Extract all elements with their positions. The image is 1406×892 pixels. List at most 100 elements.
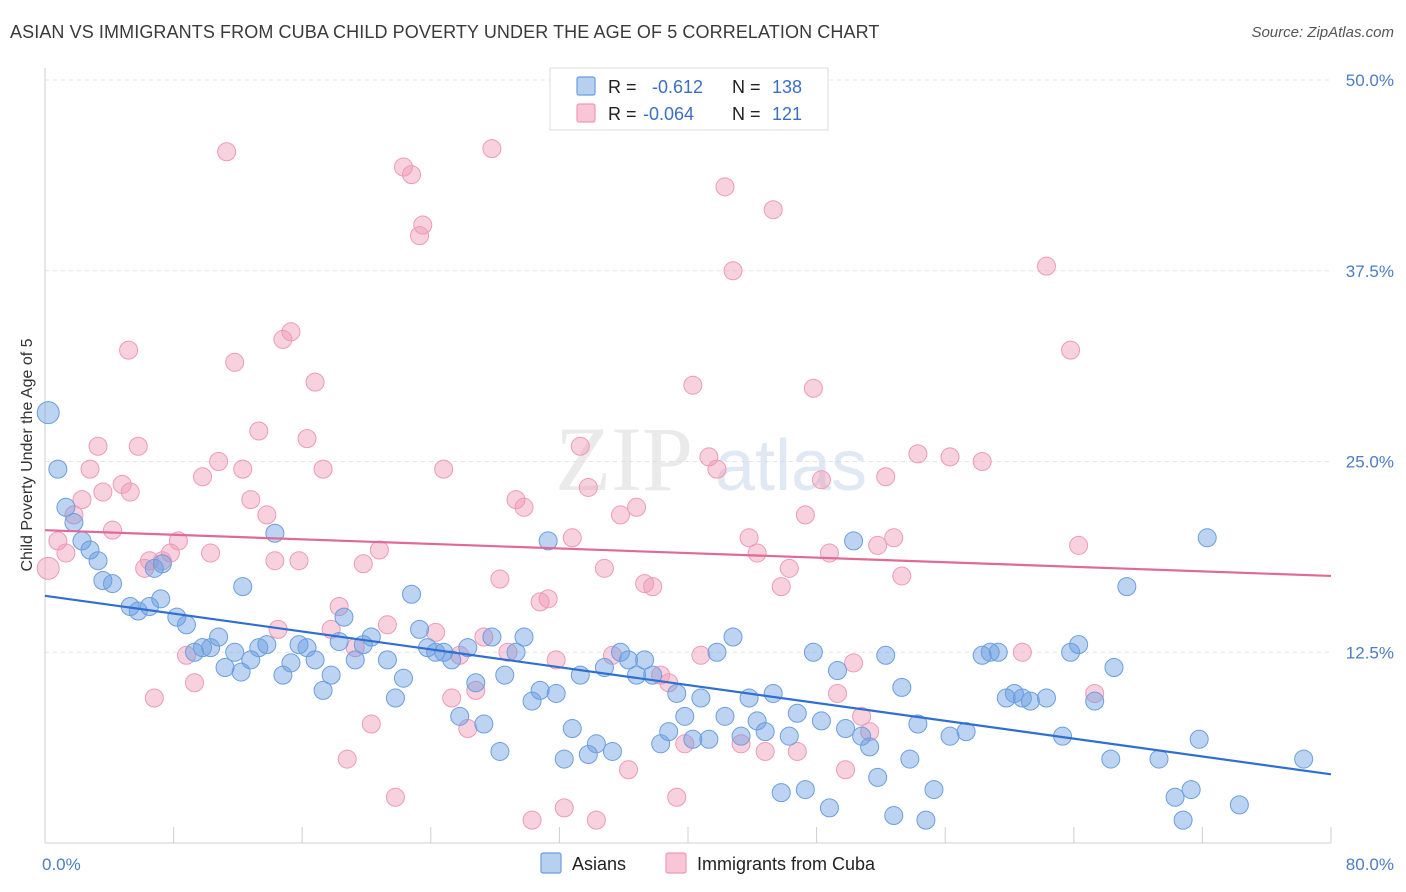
cuba-point-84: [691, 645, 711, 665]
asians-point-70: [610, 642, 630, 662]
legend-n-value-1: 138: [772, 77, 802, 97]
cuba-point-104: [852, 706, 872, 726]
cuba-point-43: [361, 714, 381, 734]
cuba-point-10: [119, 340, 139, 360]
legend-n-value-2: 121: [772, 104, 802, 124]
cuba-point-67: [554, 798, 574, 818]
asians-point-128: [1165, 787, 1185, 807]
asians-point-52: [466, 673, 486, 693]
cuba-point-74: [610, 505, 630, 525]
asians-point-24: [233, 577, 253, 597]
cuba-point-46: [385, 787, 405, 807]
asians-point-99: [844, 531, 864, 551]
cuba-point-15: [144, 688, 164, 708]
cuba-point-22: [201, 543, 221, 563]
cuba-point-9: [112, 474, 132, 494]
series-legend-swatch-asians: [540, 852, 562, 874]
asians-point-69: [602, 741, 622, 761]
asians-point-119: [1036, 688, 1056, 708]
legend-n-label-1: N =: [732, 77, 761, 97]
cuba-point-58: [482, 139, 502, 159]
cuba-point-49: [410, 226, 430, 246]
cuba-point-24: [217, 142, 237, 162]
cuba-point-78: [643, 577, 663, 597]
asians-point-62: [546, 683, 566, 703]
cuba-point-97: [795, 505, 815, 525]
asians-point-59: [522, 691, 542, 711]
y-tick-label-3: 50.0%: [1346, 71, 1394, 90]
asians-point-96: [819, 798, 839, 818]
cuba-point-81: [667, 787, 687, 807]
asians-point-19: [201, 638, 221, 658]
asians-point-67: [586, 734, 606, 754]
asians-point-108: [916, 810, 936, 830]
cuba-point-42: [353, 554, 373, 574]
cuba-point-75: [619, 760, 639, 780]
asians-point-98: [836, 719, 856, 739]
cuba-point-99: [811, 470, 831, 490]
x-tick-label-max: 80.0%: [1346, 855, 1394, 874]
asians-point-53: [474, 714, 494, 734]
asians-point-44: [402, 584, 422, 604]
cuba-point-2: [56, 543, 76, 563]
cuba-point-52: [434, 459, 454, 479]
asians-point-42: [385, 688, 405, 708]
asians-point-97: [827, 661, 847, 681]
y-tick-label-1: 25.0%: [1346, 453, 1394, 472]
trend-lines: [44, 529, 1332, 776]
cuba-point-101: [827, 683, 847, 703]
asians-point-43: [393, 668, 413, 688]
asians-point-22: [225, 642, 245, 662]
cuba-point-76: [627, 497, 647, 517]
asians-point-14: [151, 589, 171, 609]
cuba-point-21: [193, 467, 213, 487]
cuba-point-113: [1012, 642, 1032, 662]
cuba-point-65: [538, 589, 558, 609]
asians-point-37: [334, 607, 354, 627]
asians-point-18: [193, 638, 213, 658]
asians-point-20: [209, 627, 229, 647]
asians-point-5: [80, 540, 100, 560]
asians-point-130: [1181, 780, 1201, 800]
asians-point-49: [442, 650, 462, 670]
asians-point-89: [763, 683, 783, 703]
cuba-point-89: [731, 734, 751, 754]
asians-point-81: [699, 729, 719, 749]
asians-point-90: [771, 783, 791, 803]
cuba-point-3: [64, 505, 84, 525]
asians-point-105: [892, 677, 912, 697]
y-tick-label-0: 12.5%: [1346, 643, 1394, 662]
asians-point-88: [755, 722, 775, 742]
watermark: ZIP atlas: [555, 408, 867, 510]
cuba-point-47: [393, 157, 413, 177]
cuba-point-96: [787, 741, 807, 761]
asians-point-133: [1229, 795, 1249, 815]
cuba-point-91: [747, 543, 767, 563]
cuba-point-25: [225, 352, 245, 372]
asians-point-93: [795, 780, 815, 800]
stats-legend: R = -0.612 N = 138 R = -0.064 N = 121: [549, 67, 829, 131]
series-legend: Asians Immigrants from Cuba: [540, 852, 876, 874]
y-tick-labels: 12.5% 25.0% 37.5% 50.0%: [1346, 71, 1394, 662]
cuba-point-86: [707, 459, 727, 479]
cuba-point-34: [289, 551, 309, 571]
asians-point-45: [410, 619, 430, 639]
legend-r-value-1: -0.612: [652, 77, 703, 97]
asians-point-123: [1085, 691, 1105, 711]
legend-swatch-asians: [576, 76, 596, 96]
cuba-point-8: [103, 520, 123, 540]
y-tick-label-2: 37.5%: [1346, 262, 1394, 281]
asians-point-104: [884, 806, 904, 826]
cuba-point-111: [940, 447, 960, 467]
cuba-point-36: [305, 372, 325, 392]
series-legend-cuba: Immigrants from Cuba: [697, 854, 876, 874]
cuba-point-68: [562, 528, 582, 548]
asians-point-124: [1101, 749, 1121, 769]
watermark-atlas: atlas: [715, 426, 867, 506]
asians-point-61: [538, 531, 558, 551]
cuba-point-94: [771, 577, 791, 597]
asians-point-63: [554, 749, 574, 769]
cuba-point-92: [755, 741, 775, 761]
asians-point-125: [1104, 658, 1124, 678]
